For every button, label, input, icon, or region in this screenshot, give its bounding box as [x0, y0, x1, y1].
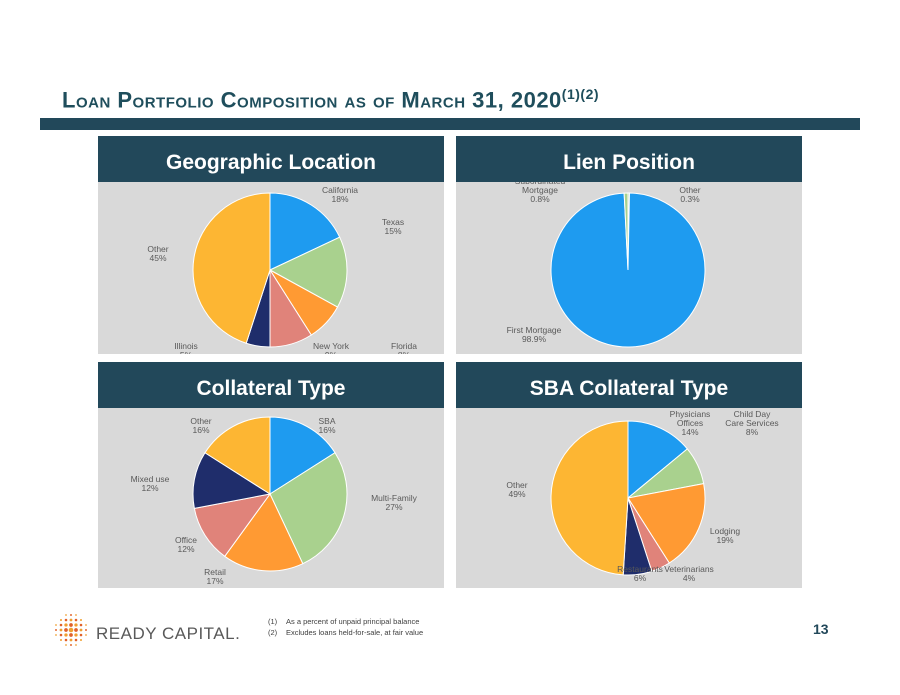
logo-dot [64, 618, 68, 622]
panel-collateral-type: Collateral Type SBA 16% Multi-Family 27% Ret… [98, 362, 444, 588]
logo-dot [79, 633, 83, 637]
logo-dot [55, 634, 57, 636]
title-rule [40, 118, 860, 130]
pie-slice-other [204, 416, 271, 495]
slice-label-subordinated-mortgage: SubordinatedMortgage0.8% [515, 182, 566, 204]
logo-dot [79, 628, 83, 632]
logo-dot [74, 618, 78, 622]
page-title-text: Loan Portfolio Composition as of March 3… [62, 87, 562, 113]
panel-lien-position: Lien Position Other 0.3% First Mortgage 98.… [456, 136, 802, 354]
logo-dot [55, 624, 57, 626]
logo-dot [64, 623, 68, 627]
slice-label-california: California 18% [322, 185, 358, 204]
logo-dot [85, 624, 87, 626]
logo-dot [74, 628, 78, 632]
slice-label-first-mortgage: First Mortgage 98.9% [507, 325, 562, 344]
page-title: Loan Portfolio Composition as of March 3… [62, 86, 599, 113]
logo-dot [74, 623, 78, 627]
slice-label-restaurants: Restaurants 6% [617, 564, 663, 583]
logo-dot [69, 623, 73, 627]
slice-label-other: Other 49% [506, 480, 527, 499]
pie-slice-california [269, 192, 341, 271]
slice-label-other: Other 45% [147, 244, 168, 263]
logo-dot [70, 644, 72, 646]
logo-dot [70, 614, 72, 616]
pie-slice-lodging [627, 482, 706, 564]
slice-label-child-day-care-services: Child Day Care Services 8% [725, 409, 778, 437]
slice-label-other: Other 0.3% [679, 185, 700, 204]
slice-label-sba: SBA 16% [318, 416, 335, 435]
slice-label-florida: Florida8% [391, 341, 417, 354]
ready-capital-logo: READY CAPITAL. [50, 612, 250, 648]
panel-heading: Collateral Type [98, 362, 444, 408]
pie-slice-subordinated-mortgage [623, 192, 629, 271]
slice-label-texas: Texas 15% [382, 217, 404, 236]
panel-geographic-location: Geographic Location California 18% Texas 15… [98, 136, 444, 354]
pie-slice-texas [268, 236, 348, 308]
pie-slice-physicians-offices [627, 420, 689, 500]
logo-dot [64, 633, 68, 637]
footnote-number: (1) [268, 617, 278, 626]
footnote-number: (2) [268, 628, 278, 637]
panel-heading: Lien Position [456, 136, 802, 182]
footnote-text: As a percent of unpaid principal balance [286, 617, 420, 626]
pie-chart-collateral-type: SBA 16% Multi-Family 27% Retail 17% Office 12% M… [131, 416, 418, 586]
slice-label-lodging: Lodging 19% [710, 526, 741, 545]
footnote-text: Excludes loans held-for-sale, at fair va… [286, 628, 424, 637]
slice-label-mixed-use: Mixed use 12% [131, 474, 170, 493]
pie-slice-multi-family [269, 452, 348, 565]
panel-heading: Geographic Location [98, 136, 444, 182]
logo-dot [59, 623, 63, 627]
logo-dot [69, 618, 73, 622]
logo-dot [64, 628, 68, 632]
logo-dot [75, 614, 77, 616]
pie-chart-sba-collateral-type: Physicians Offices 14% Child Day Care Servic… [506, 409, 778, 583]
slice-label-retail: Retail 17% [204, 567, 226, 586]
page-title-footnote-ref: (1)(2) [561, 86, 600, 102]
slice-label-office: Office 12% [175, 535, 197, 554]
logo-dot [79, 618, 83, 622]
panel-sba-collateral-type: SBA Collateral Type Physicians Offices 14%… [456, 362, 802, 588]
logo-dot [59, 633, 63, 637]
slice-label-other: Other 16% [190, 416, 211, 435]
footnotes: (1) As a percent of unpaid principal bala… [268, 616, 423, 638]
logo-dot [79, 623, 83, 627]
pie-slice-retail [224, 493, 304, 572]
pie-slice-sba [269, 416, 336, 495]
slice-label-new-york: New York9% [313, 341, 350, 354]
logo-dot [59, 628, 63, 632]
panel-heading: SBA Collateral Type [456, 362, 802, 408]
logo-dot [79, 638, 83, 642]
logo-dot [68, 627, 74, 633]
logo-dot [75, 644, 77, 646]
slice-label-physicians-offices: Physicians Offices 14% [670, 409, 711, 437]
pie-slice-other [192, 192, 271, 344]
logo-text: READY CAPITAL. [96, 624, 241, 643]
logo-dot [74, 638, 78, 642]
logo-dot [64, 638, 68, 642]
slice-label-multi-family: Multi-Family 27% [371, 493, 418, 512]
pie-slice-other [550, 420, 629, 576]
logo-dot [74, 633, 78, 637]
logo-dot [59, 638, 63, 642]
logo-dot [59, 618, 63, 622]
page-number: 13 [813, 621, 829, 637]
logo-dot-grid-icon [55, 614, 87, 646]
logo-dot [85, 634, 87, 636]
slice-label-veterinarians: Veterinarians 4% [664, 564, 714, 583]
footnote: (1) As a percent of unpaid principal bala… [268, 616, 423, 627]
logo-dot [69, 638, 73, 642]
logo-dot [85, 629, 87, 631]
footnote: (2) Excludes loans held-for-sale, at fair… [268, 627, 423, 638]
logo-dot [55, 629, 57, 631]
logo-dot [65, 614, 67, 616]
slice-label-illinois: Illinois5% [174, 341, 198, 354]
logo-dot [65, 644, 67, 646]
logo-dot [69, 633, 73, 637]
